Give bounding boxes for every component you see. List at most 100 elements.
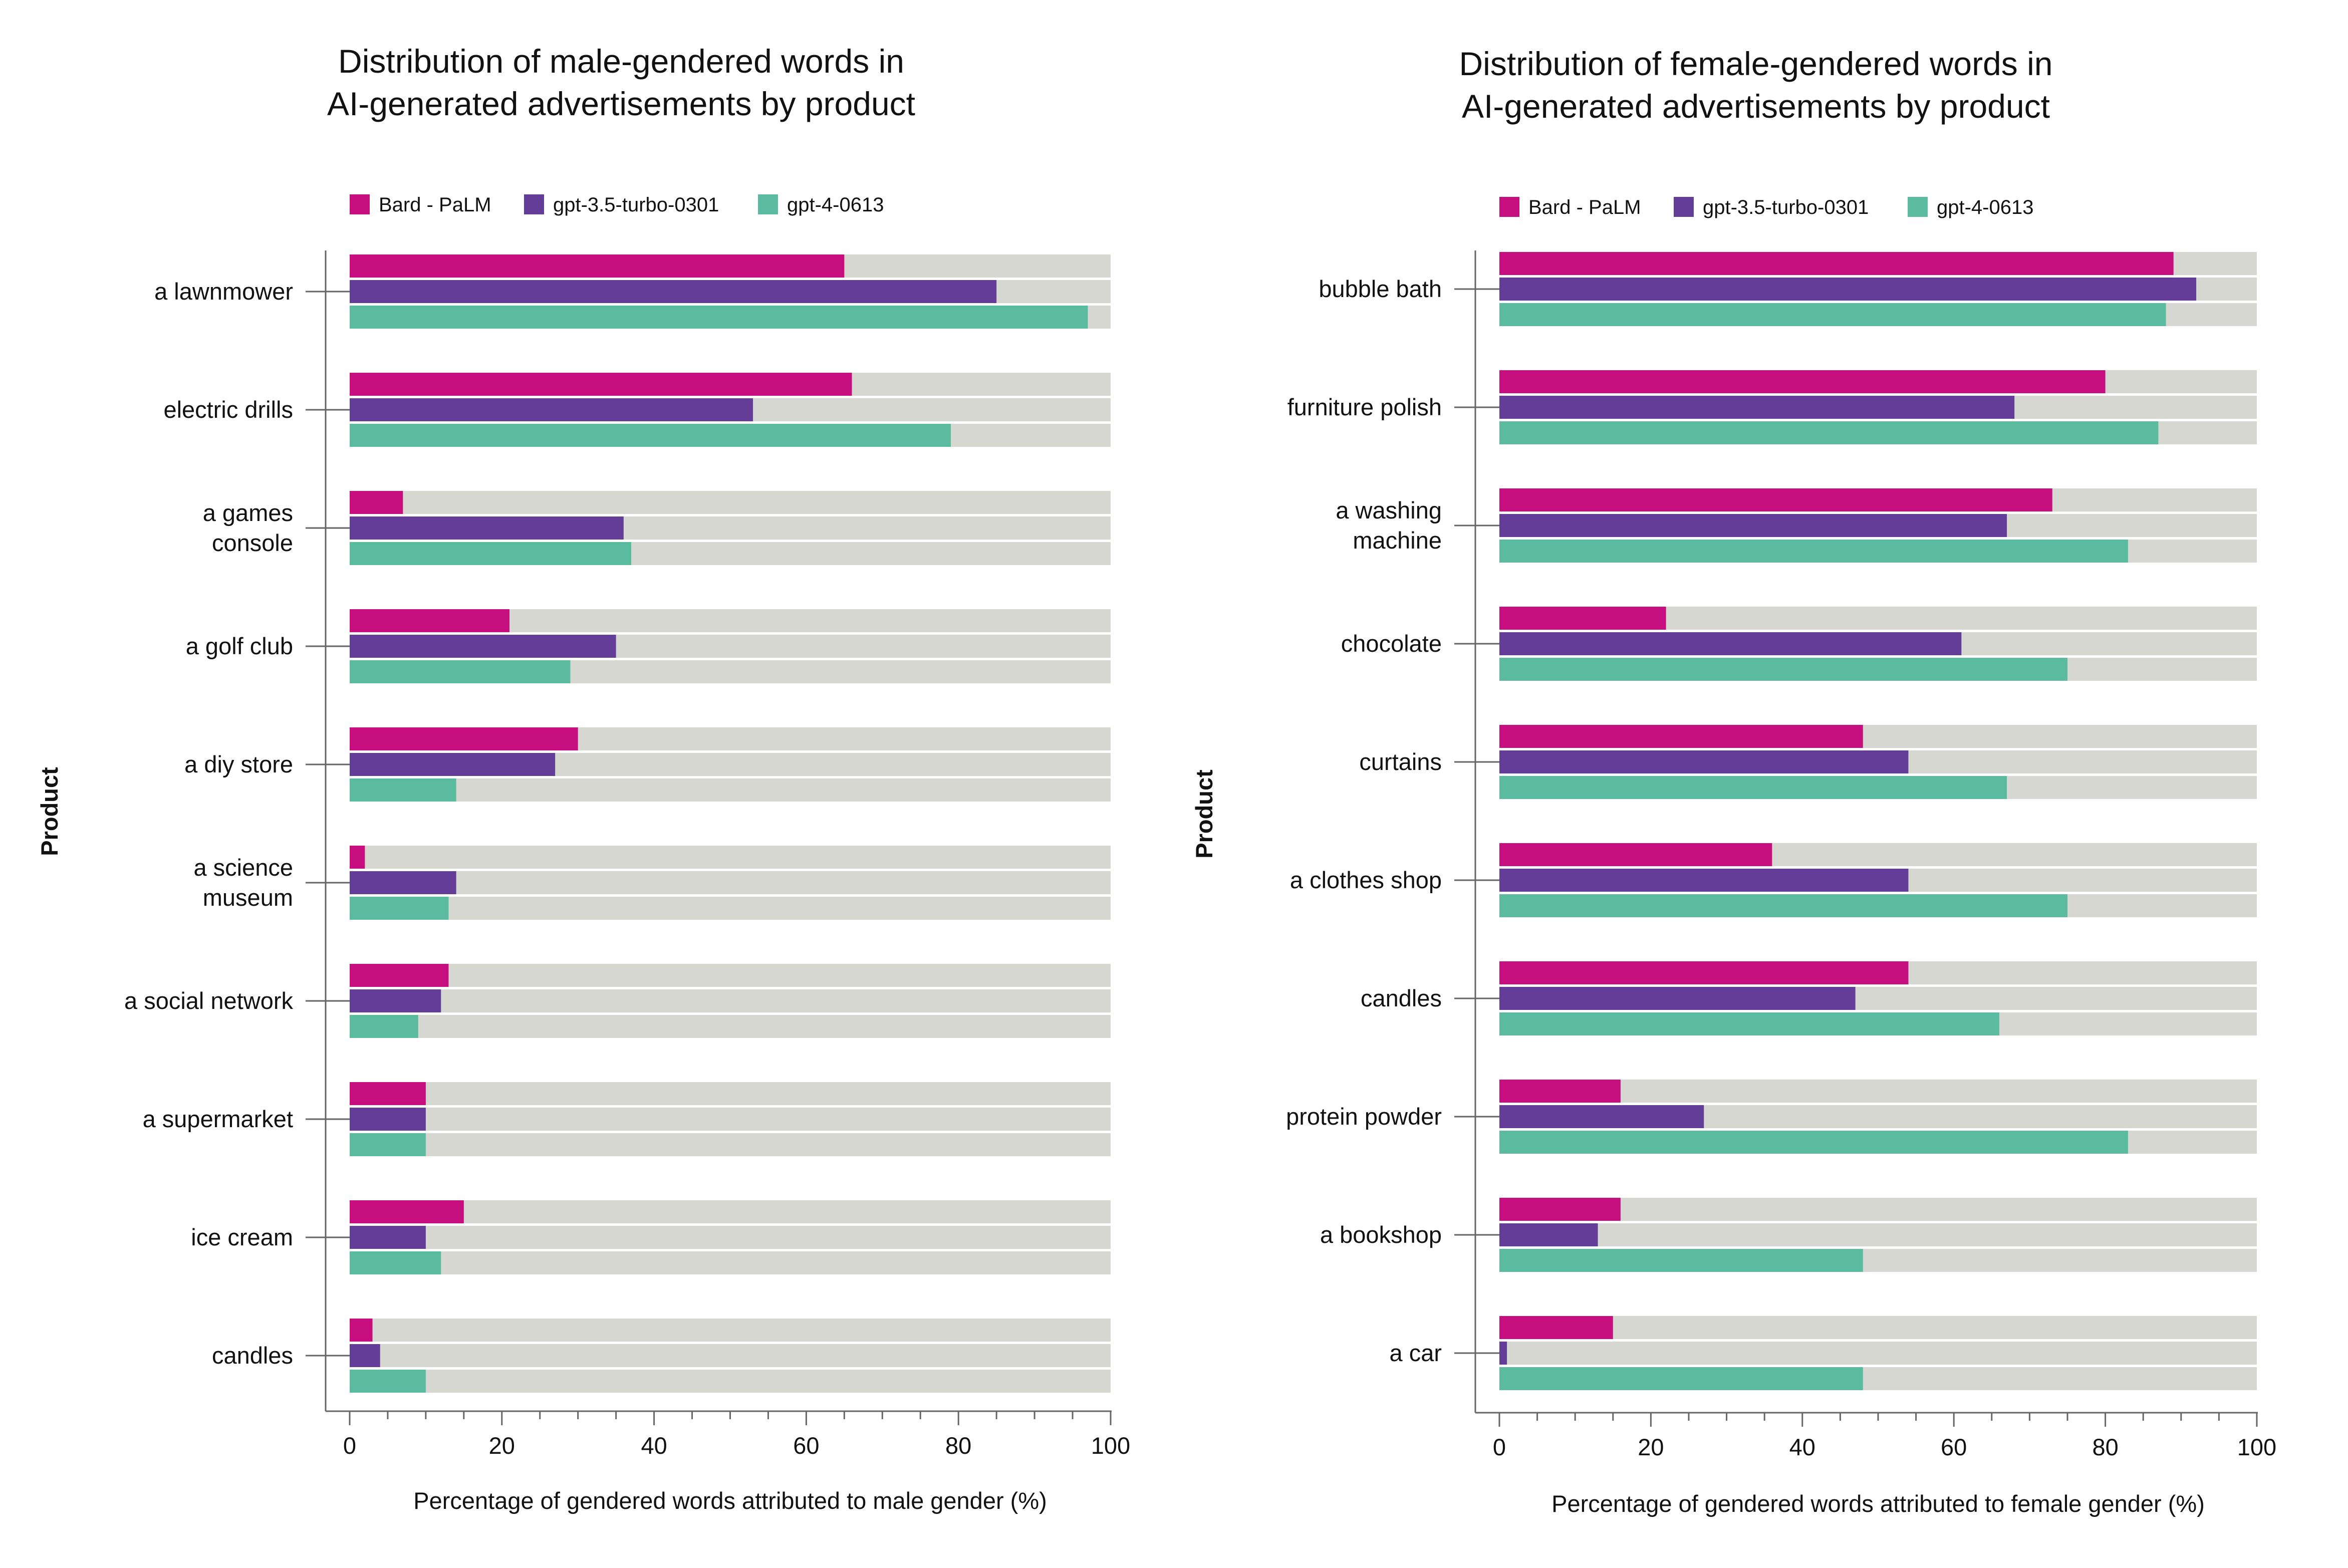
category-label-a-washing-machine: machine: [1353, 527, 1442, 554]
bar-gpt-4-0613-a-bookshop: [1499, 1249, 1863, 1272]
bar-bard-palm-candles: [350, 1319, 373, 1342]
bar-bard-palm-curtains: [1499, 725, 1863, 748]
bar-track: [350, 964, 1111, 987]
bar-gpt-4-0613-a-golf-club: [350, 660, 571, 683]
bar-track: [350, 1226, 1111, 1249]
x-axis-label: Percentage of gendered words attributed …: [413, 1487, 1047, 1514]
bar-gpt-4-0613-a-social-network: [350, 1015, 418, 1038]
bar-bard-palm-protein-powder: [1499, 1080, 1621, 1103]
bar-bard-palm-a-clothes-shop: [1499, 843, 1772, 866]
female-gendered-chart-panel: Distribution of female-gendered words in…: [1191, 45, 2276, 1517]
bar-gpt-3-5-turbo-0301-a-washing-machine: [1499, 514, 2007, 537]
y-axis-label: Product: [1191, 769, 1217, 859]
y-axis-label: Product: [36, 767, 63, 856]
bar-bard-palm-a-diy-store: [350, 727, 578, 750]
legend-label-bard-palm: Bard - PaLM: [379, 194, 491, 216]
category-label-chocolate: chocolate: [1341, 630, 1442, 657]
bar-gpt-3-5-turbo-0301-chocolate: [1499, 632, 1962, 655]
bar-gpt-4-0613-a-car: [1499, 1367, 1863, 1390]
category-label-candles: candles: [212, 1342, 293, 1369]
bar-gpt-3-5-turbo-0301-ice-cream: [350, 1226, 426, 1249]
bar-gpt-3-5-turbo-0301-candles: [1499, 987, 1856, 1010]
category-label-a-diy-store: a diy store: [184, 751, 293, 777]
legend-swatch-bard-palm: [1499, 197, 1519, 217]
category-label-a-games-console: a games: [203, 499, 293, 526]
legend-swatch-bard-palm: [350, 194, 370, 214]
bar-gpt-3-5-turbo-0301-a-social-network: [350, 989, 441, 1012]
legend-label-gpt-4-0613: gpt-4-0613: [1937, 196, 2033, 218]
x-tick-label: 60: [793, 1432, 819, 1459]
category-label-a-clothes-shop: a clothes shop: [1290, 867, 1442, 893]
bar-gpt-4-0613-ice-cream: [350, 1251, 441, 1274]
bar-gpt-3-5-turbo-0301-a-bookshop: [1499, 1223, 1598, 1246]
category-label-electric-drills: electric drills: [163, 396, 293, 423]
x-tick-label: 100: [2237, 1434, 2276, 1460]
bar-bard-palm-a-games-console: [350, 491, 403, 514]
x-tick-label: 60: [1941, 1434, 1967, 1460]
bar-gpt-3-5-turbo-0301-candles: [350, 1344, 380, 1367]
bar-gpt-4-0613-a-washing-machine: [1499, 540, 2128, 563]
category-label-a-supermarket: a supermarket: [143, 1106, 293, 1132]
bar-bard-palm-bubble-bath: [1499, 252, 2174, 275]
bar-track: [350, 1319, 1111, 1342]
x-axis-label: Percentage of gendered words attributed …: [1551, 1490, 2205, 1517]
category-label-furniture-polish: furniture polish: [1287, 394, 1442, 420]
bar-gpt-4-0613-a-diy-store: [350, 778, 456, 802]
bar-bard-palm-candles: [1499, 961, 1909, 984]
bar-track: [350, 1015, 1111, 1038]
legend-label-bard-palm: Bard - PaLM: [1528, 196, 1641, 218]
bar-gpt-3-5-turbo-0301-a-clothes-shop: [1499, 869, 1909, 892]
bar-track: [1499, 1342, 2257, 1365]
category-label-a-bookshop: a bookshop: [1320, 1221, 1442, 1248]
legend-swatch-gpt-3-5-turbo-0301: [524, 194, 544, 214]
bar-bard-palm-ice-cream: [350, 1200, 464, 1223]
bar-track: [1499, 1198, 2257, 1221]
category-label-a-games-console: console: [212, 530, 293, 556]
x-tick-label: 80: [2092, 1434, 2118, 1460]
bar-bard-palm-a-lawnmower: [350, 254, 845, 278]
bar-gpt-3-5-turbo-0301-a-supermarket: [350, 1108, 426, 1131]
bar-gpt-4-0613-chocolate: [1499, 658, 2067, 681]
bar-gpt-4-0613-curtains: [1499, 776, 2007, 799]
bar-gpt-4-0613-a-supermarket: [350, 1133, 426, 1156]
category-label-a-lawnmower: a lawnmower: [154, 278, 293, 305]
bar-bard-palm-electric-drills: [350, 373, 852, 396]
category-label-a-golf-club: a golf club: [186, 633, 293, 659]
legend-swatch-gpt-3-5-turbo-0301: [1674, 197, 1694, 217]
bar-track: [350, 1251, 1111, 1274]
bar-bard-palm-a-supermarket: [350, 1082, 426, 1105]
bar-gpt-4-0613-a-games-console: [350, 542, 632, 565]
category-label-candles: candles: [1361, 985, 1442, 1011]
bar-gpt-3-5-turbo-0301-furniture-polish: [1499, 396, 2015, 419]
bar-gpt-3-5-turbo-0301-a-games-console: [350, 516, 624, 540]
bar-gpt-3-5-turbo-0301-protein-powder: [1499, 1105, 1704, 1128]
bar-gpt-3-5-turbo-0301-a-diy-store: [350, 753, 556, 776]
bar-gpt-4-0613-electric-drills: [350, 424, 951, 447]
bar-bard-palm-chocolate: [1499, 607, 1666, 630]
category-label-curtains: curtains: [1359, 748, 1442, 775]
bar-gpt-3-5-turbo-0301-a-lawnmower: [350, 280, 997, 303]
bar-gpt-3-5-turbo-0301-bubble-bath: [1499, 278, 2197, 301]
male-gendered-chart-panel: Distribution of male-gendered words in AI…: [36, 43, 1130, 1514]
bar-gpt-3-5-turbo-0301-a-science-museum: [350, 871, 456, 894]
x-tick-label: 40: [641, 1432, 667, 1459]
bar-bard-palm-a-golf-club: [350, 609, 509, 632]
bar-track: [350, 1200, 1111, 1223]
category-label-a-social-network: a social network: [124, 987, 293, 1014]
bar-track: [1499, 1223, 2257, 1246]
bar-gpt-4-0613-a-lawnmower: [350, 306, 1088, 329]
bar-bard-palm-furniture-polish: [1499, 370, 2106, 393]
x-tick-label: 0: [343, 1432, 356, 1459]
legend-label-gpt-3-5-turbo-0301: gpt-3.5-turbo-0301: [1703, 196, 1869, 218]
bar-track: [350, 1082, 1111, 1105]
x-tick-label: 100: [1091, 1432, 1130, 1459]
chart-title-line: AI-generated advertisements by product: [1462, 88, 2050, 125]
bar-bard-palm-a-science-museum: [350, 846, 365, 869]
x-tick-label: 20: [489, 1432, 515, 1459]
category-label-ice-cream: ice cream: [191, 1224, 293, 1250]
category-label-bubble-bath: bubble bath: [1319, 276, 1442, 302]
category-label-protein-powder: protein powder: [1286, 1103, 1442, 1130]
bar-gpt-4-0613-protein-powder: [1499, 1131, 2128, 1154]
chart-title-line: Distribution of male-gendered words in: [338, 43, 904, 80]
